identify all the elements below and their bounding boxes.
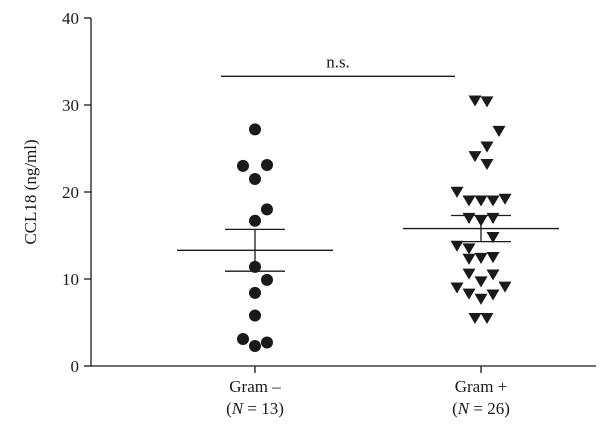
data-point — [468, 312, 482, 324]
data-point — [462, 288, 476, 300]
data-point — [249, 286, 261, 299]
data-point — [486, 289, 500, 301]
data-point — [474, 276, 488, 288]
significance-bracket: n.s. — [221, 52, 455, 77]
data-point — [249, 172, 261, 185]
data-point — [486, 212, 500, 224]
y-tick-label: 10 — [62, 270, 79, 289]
data-point — [486, 269, 500, 281]
data-point — [480, 96, 494, 108]
category-n-label: (N = 26) — [452, 399, 510, 418]
data-point — [462, 253, 476, 265]
data-point — [261, 336, 273, 349]
data-point — [486, 195, 500, 207]
y-axis-title: CCL18 (ng/ml) — [21, 139, 40, 244]
data-point — [462, 243, 476, 255]
data-point — [480, 158, 494, 171]
series-group — [403, 95, 559, 324]
y-ticks: 0 10 20 30 40 — [62, 9, 91, 376]
data-point — [249, 309, 261, 322]
series-layer — [177, 95, 559, 352]
data-point — [237, 333, 249, 346]
data-point — [498, 281, 512, 293]
data-point — [450, 282, 464, 294]
data-point — [486, 252, 500, 264]
y-tick-label: 40 — [62, 9, 79, 28]
data-point — [462, 268, 476, 280]
data-point — [462, 212, 476, 224]
category-label: Gram + — [455, 377, 508, 396]
data-point — [474, 293, 488, 305]
data-point — [249, 339, 261, 352]
significance-label: n.s. — [326, 52, 350, 71]
data-point — [237, 159, 249, 172]
data-point — [474, 252, 488, 264]
data-point — [498, 193, 512, 205]
category-n-label: (N = 13) — [226, 399, 284, 418]
y-tick-label: 0 — [71, 357, 80, 376]
data-point — [474, 195, 488, 207]
data-point — [462, 195, 476, 207]
x-ticks: Gram – (N = 13) Gram + (N = 26) — [226, 366, 510, 418]
y-tick-label: 20 — [62, 183, 79, 202]
data-point — [480, 312, 494, 324]
data-point — [261, 159, 273, 172]
data-point — [249, 123, 261, 136]
category-label: Gram – — [229, 377, 281, 396]
y-tick-label: 30 — [62, 96, 79, 115]
series-group — [177, 123, 333, 352]
data-point — [261, 273, 273, 286]
data-point — [450, 186, 464, 198]
data-point — [249, 214, 261, 227]
data-point — [486, 232, 500, 244]
data-point — [480, 141, 494, 153]
data-point — [261, 203, 273, 216]
data-point — [468, 95, 482, 107]
data-point — [492, 125, 506, 137]
data-point — [468, 151, 482, 163]
data-point — [450, 240, 464, 252]
